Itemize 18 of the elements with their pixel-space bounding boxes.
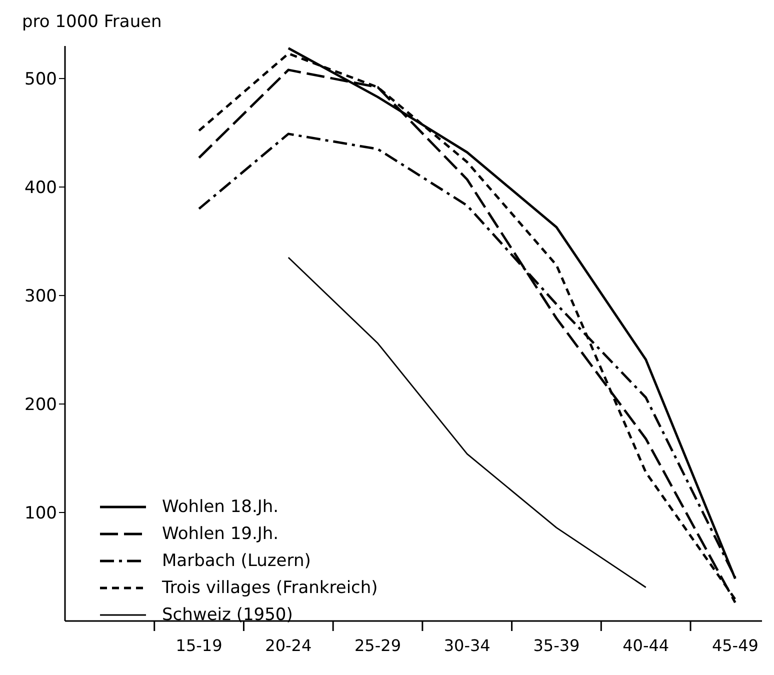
legend-label: Schweiz (1950) (162, 604, 293, 624)
legend-label: Trois villages (Frankreich) (162, 578, 378, 598)
x-tick-label: 35-39 (533, 636, 580, 655)
x-tick-label: 15-19 (176, 636, 222, 655)
x-tick-label: 45-49 (712, 636, 758, 655)
y-tick-label: 200 (24, 395, 57, 416)
legend-label: Marbach (Luzern) (162, 550, 311, 570)
x-tick-label: 20-24 (265, 636, 312, 655)
legend-label: Wohlen 18.Jh. (162, 496, 279, 516)
x-tick-label: 25-29 (354, 636, 402, 655)
y-tick-label: 500 (24, 70, 57, 90)
y-axis-title: pro 1000 Frauen (22, 12, 162, 32)
x-tick-label: 30-34 (444, 636, 490, 655)
y-tick-label: 400 (24, 178, 57, 198)
y-tick-label: 100 (24, 504, 57, 524)
x-tick-label: 40-44 (622, 636, 670, 655)
legend-label: Wohlen 19.Jh. (162, 524, 279, 544)
y-tick-label: 300 (24, 286, 57, 307)
